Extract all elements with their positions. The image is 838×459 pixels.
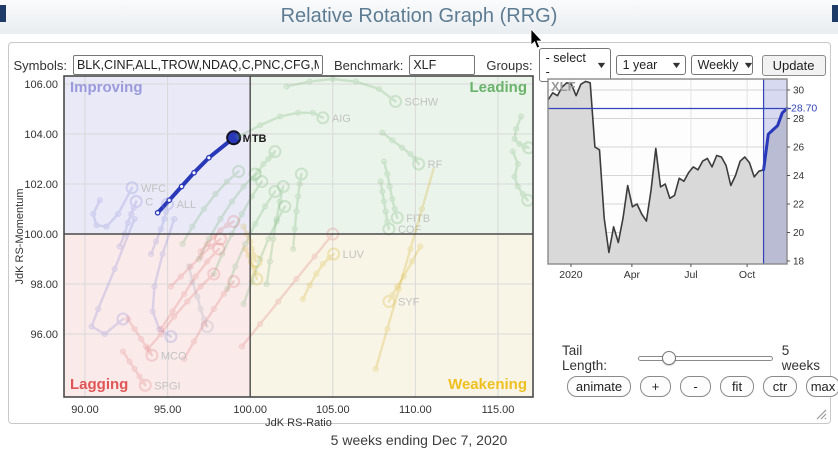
svg-text:Oct: Oct — [739, 269, 755, 281]
svg-text:FITB: FITB — [406, 213, 430, 225]
svg-text:Leading: Leading — [469, 79, 527, 96]
symbols-input[interactable] — [72, 55, 323, 75]
right-edge-decoration — [832, 5, 838, 22]
svg-text:30: 30 — [793, 85, 805, 96]
groups-label: Groups: — [486, 57, 533, 73]
mouse-cursor-icon — [530, 29, 543, 49]
benchmark-label: Benchmark: — [333, 57, 404, 73]
title-bar: Relative Rotation Graph (RRG) — [0, 0, 838, 34]
svg-text:SPGI: SPGI — [154, 380, 180, 392]
svg-text:LUV: LUV — [343, 249, 365, 261]
svg-text:Weakening: Weakening — [448, 376, 527, 393]
svg-text:110.00: 110.00 — [399, 404, 432, 416]
svg-text:ALL: ALL — [177, 199, 197, 211]
chevron-down-icon: ▼ — [669, 60, 683, 70]
button-fit[interactable]: fit — [720, 376, 754, 397]
svg-text:COF: COF — [398, 224, 422, 236]
svg-text:SYF: SYF — [398, 297, 420, 309]
svg-text:98.00: 98.00 — [30, 279, 58, 291]
button-max[interactable]: max — [806, 376, 838, 397]
svg-text:26: 26 — [793, 142, 805, 153]
svg-text:115.00: 115.00 — [482, 404, 515, 416]
rrg-chart[interactable]: 90.00 95.00 100.00 105.00 110.00 115.00 96.00 9… — [11, 71, 541, 427]
update-button[interactable]: Update — [761, 54, 826, 76]
svg-text:XLF: XLF — [551, 79, 576, 94]
svg-text:JdK RS-Momentum: JdK RS-Momentum — [14, 189, 26, 285]
svg-text:Improving: Improving — [70, 79, 143, 96]
symbols-label: Symbols: — [13, 57, 67, 73]
date-range-caption: 5 weeks ending Dec 7, 2020 — [330, 432, 508, 448]
svg-text:24: 24 — [793, 171, 805, 182]
svg-text:Jul: Jul — [684, 269, 697, 281]
svg-text:18: 18 — [793, 257, 805, 268]
period-select[interactable]: 1 year ▼ — [615, 55, 686, 75]
toolbar: Symbols: Benchmark: Groups: - select - ▼… — [9, 48, 830, 82]
svg-text:106.00: 106.00 — [24, 79, 58, 91]
tail-length-slider[interactable] — [638, 351, 773, 365]
tail-length-control: Tail Length: 5 weeks — [562, 343, 830, 373]
button-animate[interactable]: animate — [567, 376, 631, 397]
svg-text:SCHW: SCHW — [405, 97, 439, 109]
svg-text:20: 20 — [793, 228, 805, 239]
svg-text:AIG: AIG — [332, 113, 351, 125]
left-edge-decoration — [0, 5, 6, 22]
svg-text:104.00: 104.00 — [24, 129, 58, 141]
slider-handle-icon[interactable] — [662, 351, 677, 365]
benchmark-price-chart[interactable]: 18 20 22 24 26 28 30 28.70 2020 Apr Jul Oct XLF — [541, 71, 836, 289]
resize-handle-icon[interactable] — [816, 409, 827, 420]
svg-text:WFC: WFC — [141, 183, 166, 195]
svg-text:96.00: 96.00 — [30, 329, 58, 341]
svg-text:C: C — [145, 197, 153, 209]
svg-text:Lagging: Lagging — [70, 376, 128, 393]
svg-text:MTB: MTB — [243, 133, 267, 145]
svg-text:MCO: MCO — [161, 350, 187, 362]
rrg-panel: Symbols: Benchmark: Groups: - select - ▼… — [8, 42, 838, 427]
svg-text:100.00: 100.00 — [24, 229, 58, 241]
svg-text:RF: RF — [428, 159, 443, 171]
svg-text:Apr: Apr — [624, 269, 641, 281]
svg-text:90.00: 90.00 — [71, 404, 99, 416]
svg-text:105.00: 105.00 — [316, 404, 350, 416]
svg-text:28: 28 — [793, 114, 805, 125]
benchmark-input[interactable] — [409, 55, 476, 75]
svg-text:100.00: 100.00 — [233, 404, 267, 416]
button-zoom-in[interactable]: + — [640, 376, 671, 397]
svg-text:95.00: 95.00 — [154, 404, 182, 416]
tail-length-label: Tail Length: — [562, 343, 608, 373]
tail-length-value: 5 weeks — [781, 343, 820, 373]
svg-text:JdK RS-Ratio: JdK RS-Ratio — [265, 417, 332, 427]
button-ctr[interactable]: ctr — [763, 376, 797, 397]
svg-text:102.00: 102.00 — [24, 179, 58, 191]
svg-text:22: 22 — [793, 199, 805, 210]
svg-text:28.70: 28.70 — [791, 103, 817, 115]
frequency-select[interactable]: Weekly ▼ — [690, 55, 756, 75]
chart-buttons: animate + - fit ctr max — [567, 376, 838, 397]
button-zoom-out[interactable]: - — [680, 376, 711, 397]
page-title: Relative Rotation Graph (RRG) — [280, 5, 558, 27]
chevron-down-icon: ▼ — [594, 60, 608, 70]
svg-text:2020: 2020 — [559, 269, 583, 281]
chevron-down-icon: ▼ — [742, 60, 756, 70]
